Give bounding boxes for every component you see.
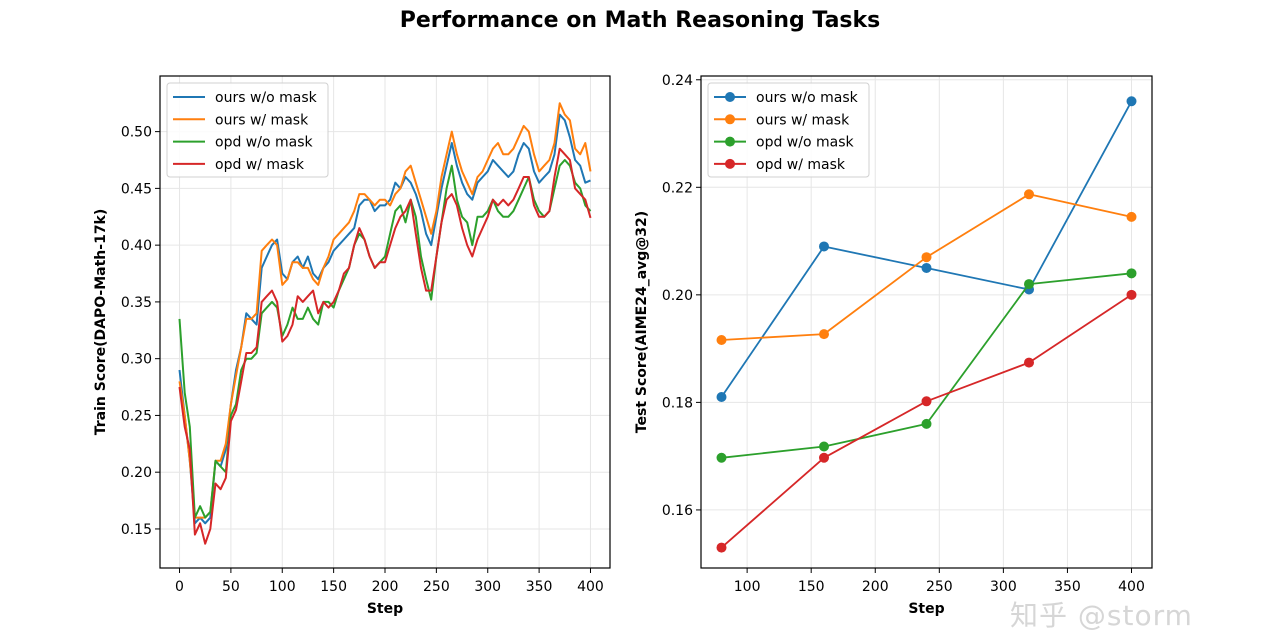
- series-line: [178, 102, 592, 519]
- x-tick-label: 400: [1118, 579, 1145, 595]
- x-tick-label: 0: [175, 579, 184, 595]
- data-point: [1024, 189, 1034, 200]
- x-tick-label: 200: [372, 579, 399, 595]
- series-line: [178, 159, 592, 519]
- y-tick-label: 0.35: [121, 295, 152, 311]
- legend-marker: [725, 136, 735, 147]
- data-point: [921, 418, 932, 429]
- x-tick-label: 50: [222, 579, 240, 595]
- data-point: [921, 252, 932, 263]
- x-tick-label: 300: [990, 579, 1017, 595]
- x-tick-label: 100: [734, 579, 761, 595]
- data-point: [1126, 96, 1137, 107]
- series-opd-w-mask: [716, 289, 1137, 553]
- legend-label: ours w/ mask: [756, 112, 850, 128]
- x-tick-label: 300: [474, 579, 501, 595]
- legend-marker: [725, 114, 735, 125]
- series-ours-w-mask: [178, 102, 592, 519]
- legend-label: opd w/o mask: [215, 135, 313, 151]
- data-point: [1126, 211, 1137, 222]
- axes-frame: [700, 75, 1153, 569]
- series-opd-w-o-mask: [716, 268, 1137, 463]
- data-point: [921, 262, 932, 273]
- series-ours-w-mask: [716, 189, 1137, 346]
- data-point: [1024, 279, 1034, 290]
- series-line: [178, 147, 592, 545]
- x-tick-label: 350: [526, 579, 553, 595]
- watermark: 知乎 @storm: [1010, 599, 1193, 632]
- series-line: [178, 113, 591, 525]
- y-tick-label: 0.20: [662, 288, 693, 304]
- legend-frame: [707, 82, 870, 178]
- legend-label: opd w/o mask: [756, 135, 854, 151]
- y-axis-label: Train Score(DAPO-Math-17k): [93, 209, 109, 436]
- series-ours-w-o-mask: [716, 96, 1137, 403]
- x-tick-label: 350: [1054, 579, 1081, 595]
- series-line: [721, 272, 1132, 459]
- y-tick-label: 0.20: [121, 465, 152, 481]
- data-point: [1024, 357, 1034, 368]
- x-axis-label: Step: [367, 601, 403, 617]
- data-point: [819, 329, 829, 340]
- data-point: [716, 392, 727, 403]
- legend-label: opd w/ mask: [215, 157, 305, 173]
- data-point: [921, 396, 932, 407]
- data-point: [819, 241, 829, 252]
- y-tick-label: 0.25: [121, 408, 152, 424]
- series-opd-w-mask: [178, 147, 592, 545]
- x-tick-label: 250: [926, 579, 953, 595]
- x-tick-label: 150: [320, 579, 347, 595]
- y-tick-label: 0.30: [121, 352, 152, 368]
- legend-marker: [725, 92, 735, 102]
- legend-label: opd w/ mask: [756, 157, 846, 173]
- y-tick-label: 0.18: [662, 395, 693, 411]
- legend-label: ours w/ mask: [215, 112, 309, 128]
- data-point: [819, 441, 829, 452]
- series-ours-w-o-mask: [178, 113, 591, 525]
- subplot-2: 100 150 200 250 300 350 400 0.16 0.18 0.20 0.22 0.2…: [634, 73, 1153, 617]
- legend-label: ours w/o mask: [215, 90, 318, 106]
- y-tick-label: 0.15: [121, 522, 152, 538]
- x-tick-label: 150: [798, 579, 825, 595]
- y-tick-label: 0.24: [662, 73, 693, 89]
- figure-title: Performance on Math Reasoning Tasks: [399, 8, 881, 33]
- y-tick-label: 0.45: [121, 181, 152, 197]
- y-tick-label: 0.16: [662, 503, 693, 519]
- data-point: [1126, 289, 1137, 300]
- subplot-1: 0 50 100 150 200 250 300 350 400 0.15 0.20 0.25 0.30…: [93, 75, 611, 617]
- data-point: [819, 452, 829, 463]
- legend: ours w/o mask ours w/ mask opd w/o mask opd…: [707, 82, 870, 178]
- legend-marker: [725, 158, 735, 169]
- data-point: [716, 452, 727, 463]
- x-tick-label: 400: [577, 579, 604, 595]
- x-tick-label: 100: [269, 579, 296, 595]
- data-point: [1126, 268, 1137, 279]
- data-point: [716, 542, 727, 553]
- x-tick-label: 200: [862, 579, 889, 595]
- x-axis-label: Step: [908, 601, 944, 617]
- axes-frame: [159, 75, 611, 569]
- legend: ours w/o mask ours w/ mask opd w/o mask opd…: [166, 82, 329, 178]
- data-point: [716, 335, 727, 346]
- y-tick-label: 0.40: [121, 238, 152, 254]
- series-opd-w-o-mask: [178, 159, 592, 519]
- y-tick-label: 0.22: [662, 180, 693, 196]
- legend-label: ours w/o mask: [756, 90, 859, 106]
- y-tick-label: 0.50: [121, 125, 152, 141]
- x-tick-label: 250: [423, 579, 450, 595]
- y-axis-label: Test Score(AIME24_avg@32): [634, 211, 650, 433]
- legend-frame: [166, 82, 329, 178]
